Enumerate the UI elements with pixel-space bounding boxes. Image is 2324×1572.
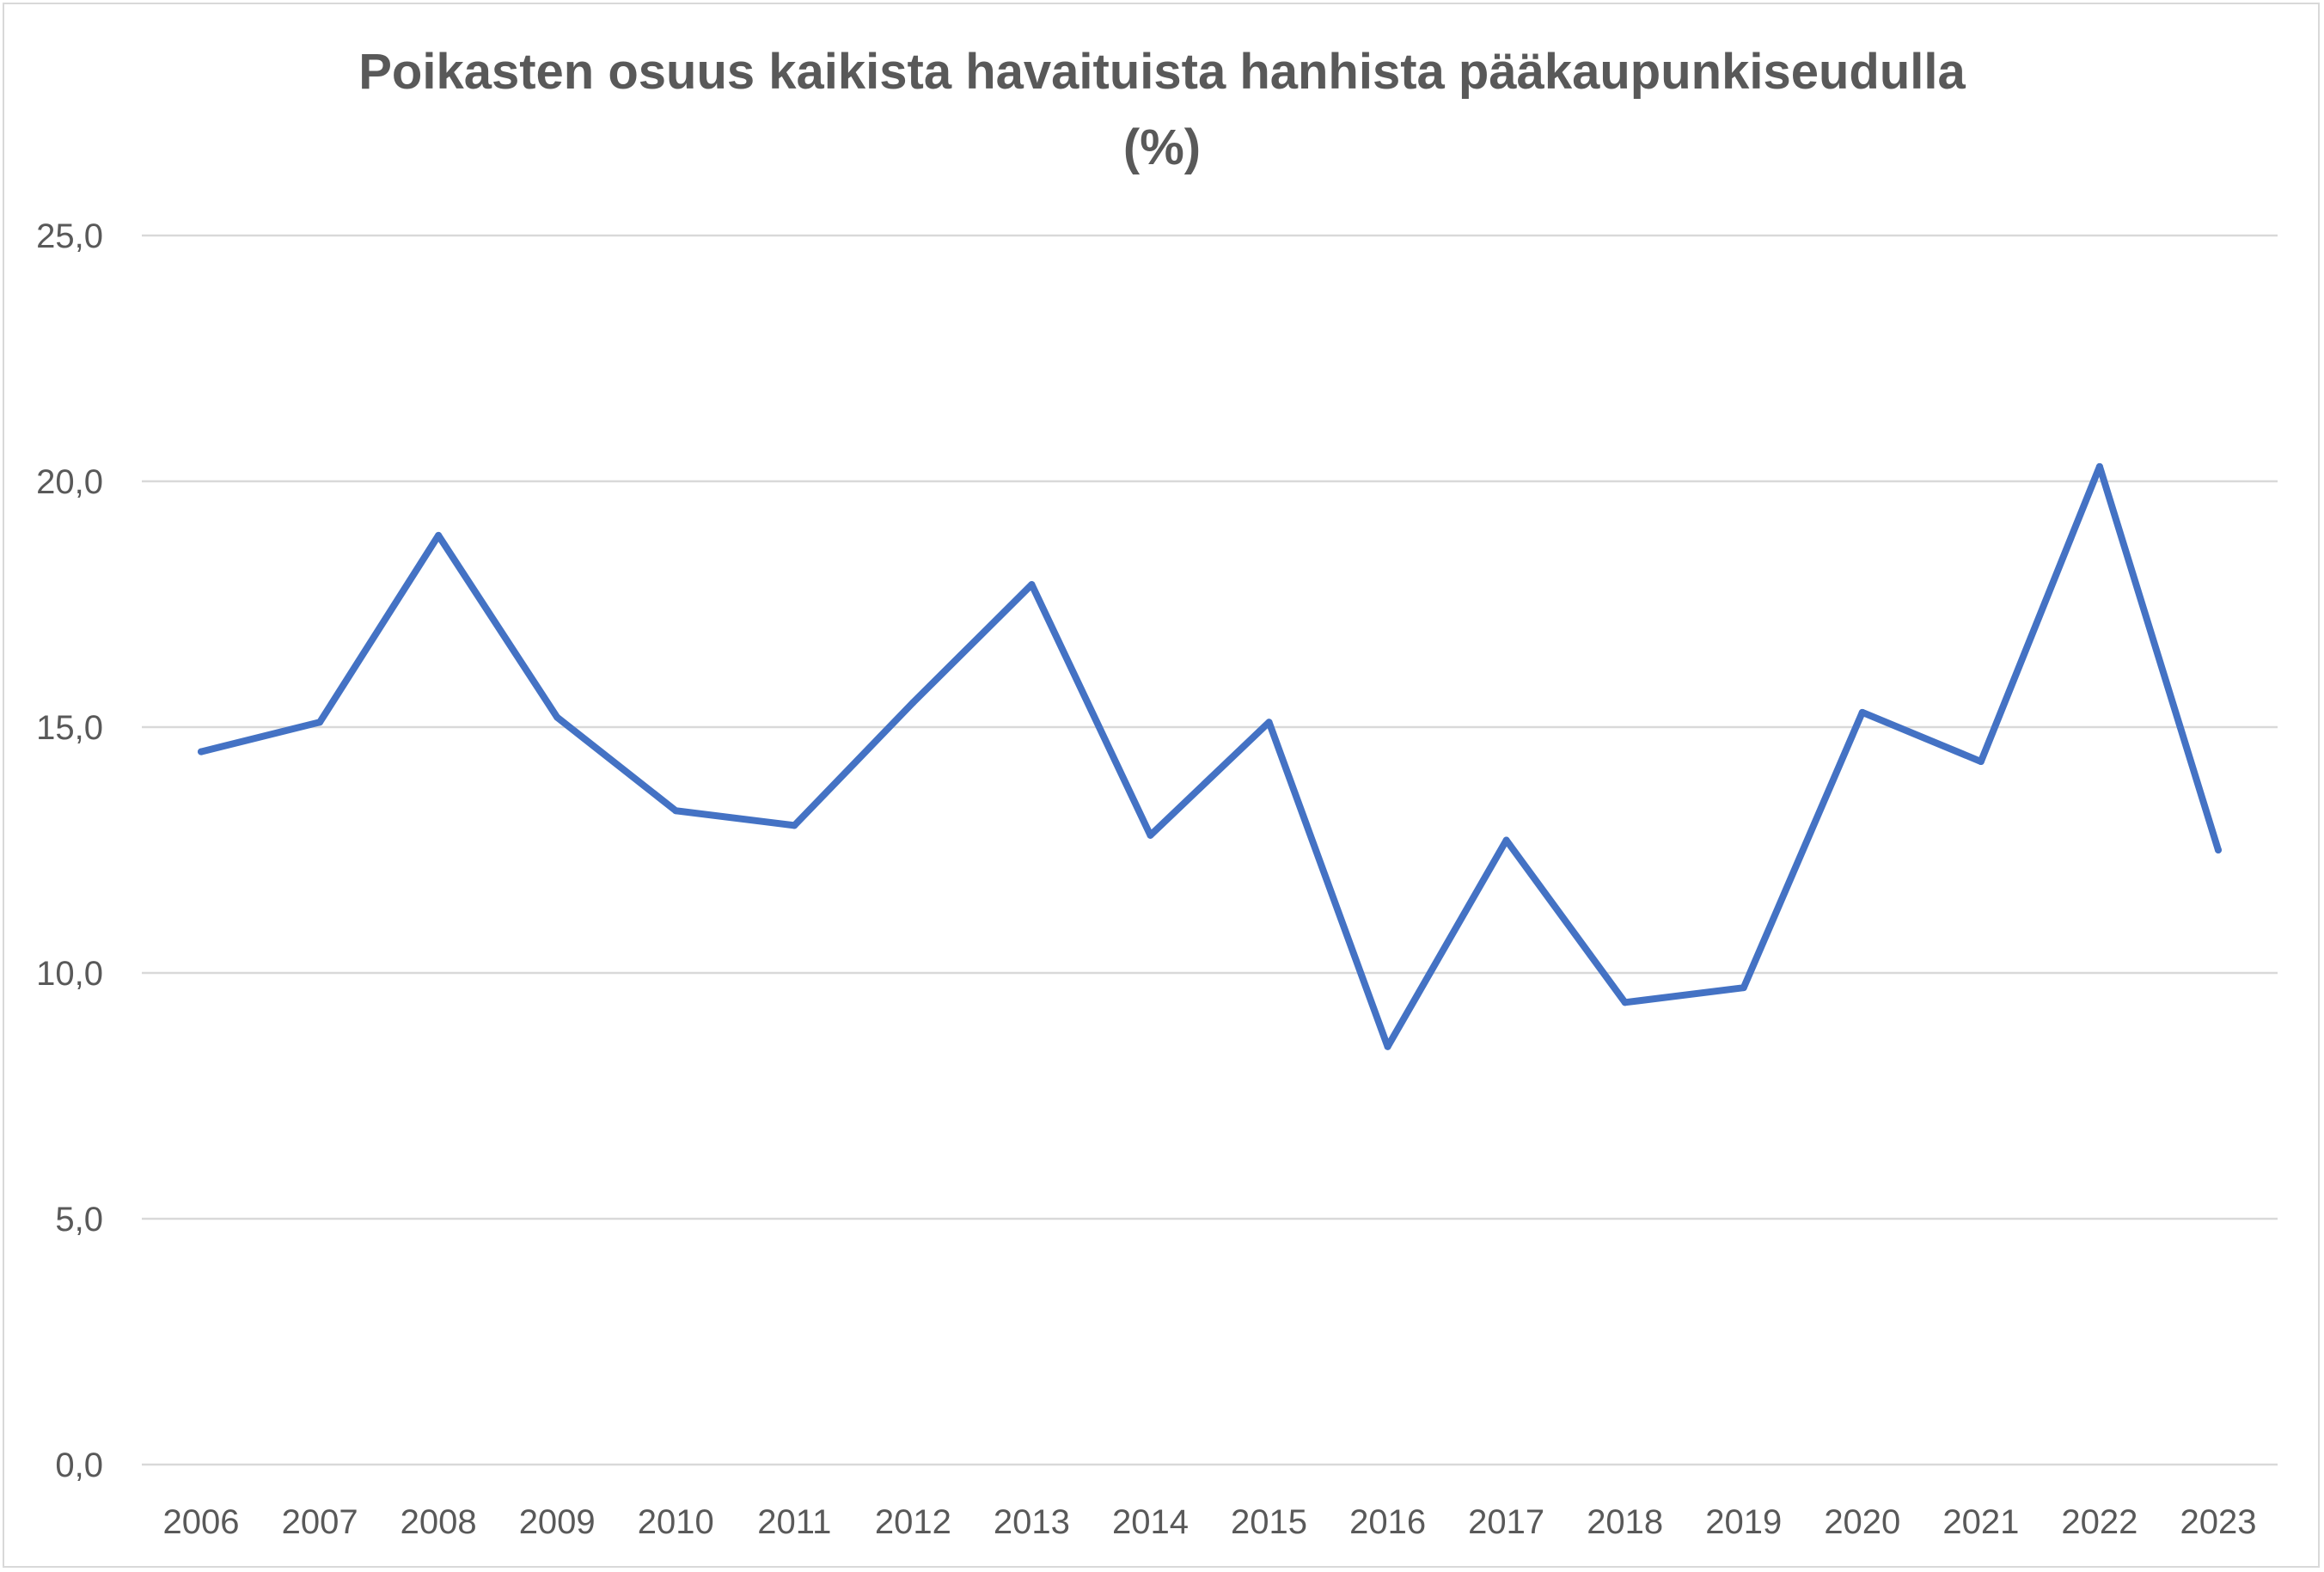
x-tick-label: 2014 bbox=[1112, 1503, 1189, 1541]
y-tick-label: 0,0 bbox=[55, 1447, 103, 1484]
x-axis-tick-labels: 2006 2007 2008 2009 2010 2011 2012 2013 2014 2015… bbox=[163, 1503, 2257, 1541]
x-tick-label: 2020 bbox=[1824, 1503, 1900, 1541]
x-tick-label: 2017 bbox=[1468, 1503, 1544, 1541]
x-tick-label: 2015 bbox=[1231, 1503, 1307, 1541]
data-point bbox=[435, 531, 443, 539]
y-tick-label: 5,0 bbox=[55, 1201, 103, 1239]
data-point bbox=[909, 699, 917, 706]
data-point bbox=[198, 748, 205, 755]
x-tick-label: 2011 bbox=[757, 1503, 831, 1541]
data-point bbox=[2214, 847, 2222, 853]
y-tick-label: 20,0 bbox=[36, 463, 103, 501]
x-tick-label: 2018 bbox=[1587, 1503, 1663, 1541]
data-point bbox=[1858, 708, 1866, 716]
data-point bbox=[1384, 1043, 1391, 1050]
data-point bbox=[1977, 758, 1985, 766]
y-tick-label: 15,0 bbox=[36, 709, 103, 747]
x-tick-label: 2021 bbox=[1942, 1503, 2019, 1541]
x-tick-label: 2013 bbox=[994, 1503, 1070, 1541]
y-tick-label: 25,0 bbox=[36, 217, 103, 255]
series-group bbox=[198, 462, 2222, 1050]
x-tick-label: 2019 bbox=[1705, 1503, 1782, 1541]
x-tick-label: 2007 bbox=[282, 1503, 358, 1541]
x-tick-label: 2012 bbox=[875, 1503, 951, 1541]
y-axis-tick-labels: 0,0 5,0 10,0 15,0 20,0 25,0 bbox=[36, 217, 103, 1484]
series-line bbox=[198, 462, 2222, 1050]
y-tick-label: 10,0 bbox=[36, 955, 103, 993]
chart-title-unit: (%) bbox=[1122, 119, 1202, 175]
data-point bbox=[2095, 462, 2103, 470]
data-point bbox=[791, 822, 798, 829]
data-point bbox=[1621, 999, 1629, 1006]
data-point bbox=[1265, 719, 1273, 726]
x-tick-label: 2016 bbox=[1349, 1503, 1426, 1541]
data-point bbox=[1147, 831, 1154, 839]
x-tick-label: 2008 bbox=[401, 1503, 477, 1541]
x-tick-label: 2010 bbox=[638, 1503, 714, 1541]
data-point bbox=[316, 719, 324, 726]
chart-frame bbox=[3, 3, 2320, 1568]
x-tick-label: 2006 bbox=[163, 1503, 240, 1541]
data-point bbox=[1740, 984, 1747, 992]
gridlines bbox=[142, 234, 2278, 1466]
data-point bbox=[1502, 836, 1510, 844]
data-point bbox=[1028, 581, 1036, 589]
data-point bbox=[553, 713, 561, 721]
data-point bbox=[672, 807, 680, 815]
x-tick-label: 2022 bbox=[2061, 1503, 2137, 1541]
x-tick-label: 2023 bbox=[2180, 1503, 2256, 1541]
x-tick-label: 2009 bbox=[519, 1503, 596, 1541]
chart-title: Poikasten osuus kaikista havaituista han… bbox=[358, 44, 1966, 100]
